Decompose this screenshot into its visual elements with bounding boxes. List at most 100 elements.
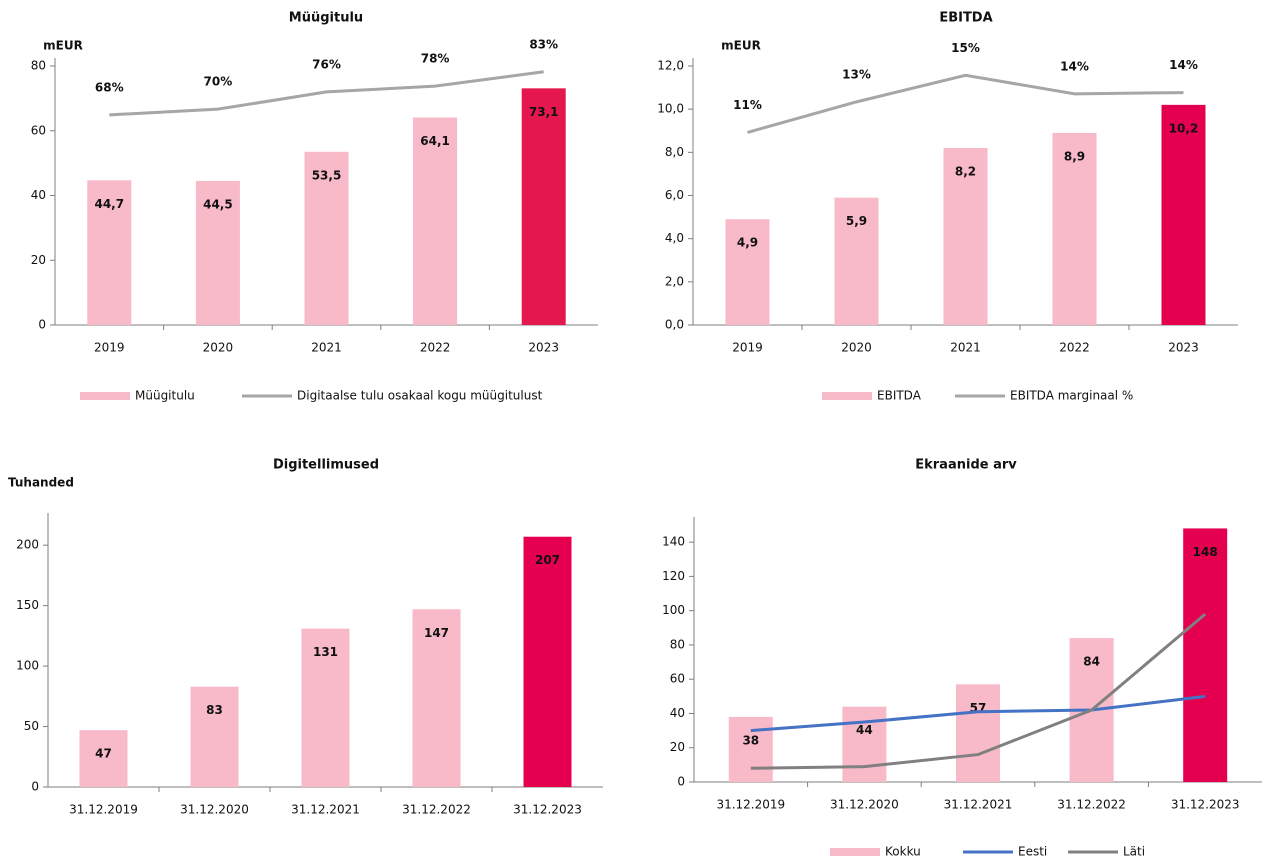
y-tick-label: 100 [662, 603, 685, 617]
x-tick-label: 31.12.2023 [1171, 798, 1240, 812]
bar [1183, 528, 1228, 782]
x-tick-label: 31.12.2023 [513, 803, 582, 817]
bar-value-label: 147 [424, 626, 449, 640]
line-value-label: 78% [421, 52, 450, 66]
bar [521, 88, 566, 326]
x-tick-label: 2019 [94, 341, 125, 355]
x-tick-label: 31.12.2019 [69, 803, 138, 817]
y-tick-label: 150 [16, 598, 39, 612]
y-tick-label: 20 [670, 740, 685, 754]
y-tick-label: 0,0 [665, 318, 684, 332]
chart-title: EBITDA [939, 11, 992, 26]
y-tick-label: 40 [670, 706, 685, 720]
y-tick-label: 200 [16, 538, 39, 552]
line-value-label: 68% [95, 80, 124, 94]
line-value-label: 14% [1169, 58, 1198, 72]
bar-value-label: 47 [95, 747, 112, 761]
bar [1052, 132, 1097, 325]
bar [1161, 104, 1206, 325]
x-tick-label: 31.12.2021 [944, 798, 1013, 812]
x-tick-label: 2020 [203, 341, 234, 355]
y-tick-label: 50 [24, 719, 39, 733]
legend-label: Kokku [885, 845, 921, 859]
bar-value-label: 73,1 [529, 105, 559, 119]
bar-value-label: 8,2 [955, 165, 976, 179]
chart-title: Müügitulu [289, 11, 363, 26]
y-tick-label: 140 [662, 535, 685, 549]
x-tick-label: 31.12.2019 [716, 798, 785, 812]
bar [413, 117, 458, 325]
bar [301, 628, 350, 787]
bar-value-label: 4,9 [737, 236, 758, 250]
legend-swatch [80, 392, 130, 400]
bar-value-label: 44,5 [203, 197, 233, 211]
bar-value-label: 53,5 [312, 168, 342, 182]
bar [87, 180, 132, 325]
x-tick-label: 31.12.2022 [1057, 798, 1126, 812]
x-tick-label: 2021 [950, 341, 981, 355]
x-tick-label: 31.12.2020 [180, 803, 249, 817]
bar [842, 706, 887, 782]
bar [834, 197, 879, 325]
chart-title: Digitellimused [273, 458, 379, 473]
bar [304, 151, 349, 325]
chart-title: Ekraanide arv [915, 458, 1017, 473]
line-value-label: 76% [312, 57, 341, 71]
bar-value-label: 38 [742, 733, 759, 747]
bar-value-label: 84 [1083, 655, 1100, 669]
y-tick-label: 6,0 [665, 188, 684, 202]
line-value-label: 11% [733, 98, 762, 112]
bar [412, 609, 461, 787]
line-value-label: 14% [1060, 59, 1089, 73]
line-value-label: 15% [951, 41, 980, 55]
bar-value-label: 8,9 [1064, 149, 1085, 163]
x-tick-label: 2022 [420, 341, 451, 355]
bar [195, 180, 240, 325]
axis-label: mEUR [721, 39, 761, 53]
bar [725, 219, 770, 325]
bar-value-label: 83 [206, 703, 223, 717]
y-tick-label: 10,0 [657, 102, 684, 116]
bar-value-label: 207 [535, 553, 560, 567]
line-series [750, 694, 1206, 733]
legend-label: Läti [1123, 845, 1145, 859]
bar-value-label: 64,1 [420, 134, 450, 148]
y-tick-label: 20 [31, 253, 46, 267]
bar [523, 536, 572, 787]
y-tick-label: 0 [38, 318, 46, 332]
y-tick-label: 12,0 [657, 59, 684, 73]
bar-value-label: 5,9 [846, 214, 867, 228]
line-series [109, 70, 544, 117]
bar [728, 716, 773, 782]
axis-label: Tuhanded [8, 476, 74, 490]
bar-value-label: 44 [856, 723, 873, 737]
y-tick-label: 4,0 [665, 231, 684, 245]
bar [190, 686, 239, 787]
y-tick-label: 40 [31, 188, 46, 202]
y-tick-label: 80 [31, 59, 46, 73]
legend-label: Eesti [1018, 845, 1047, 859]
bar [943, 148, 988, 325]
x-tick-label: 31.12.2021 [291, 803, 360, 817]
y-tick-label: 60 [31, 123, 46, 137]
axis-label: mEUR [43, 39, 83, 53]
bar-value-label: 131 [313, 645, 338, 659]
y-tick-label: 120 [662, 569, 685, 583]
legend-swatch [830, 848, 880, 856]
x-tick-label: 2020 [841, 341, 872, 355]
bar-value-label: 148 [1193, 545, 1218, 559]
legend-swatch [822, 392, 872, 400]
y-tick-label: 60 [670, 672, 685, 686]
x-tick-label: 2021 [311, 341, 342, 355]
line-series [747, 73, 1184, 134]
y-tick-label: 8,0 [665, 145, 684, 159]
legend-label: EBITDA [877, 389, 922, 403]
y-tick-label: 0 [677, 775, 685, 789]
line-value-label: 70% [204, 75, 233, 89]
x-tick-label: 31.12.2022 [402, 803, 471, 817]
x-tick-label: 2023 [528, 341, 559, 355]
line-series [750, 612, 1207, 770]
line-value-label: 13% [842, 67, 871, 81]
bar-value-label: 10,2 [1169, 121, 1199, 135]
